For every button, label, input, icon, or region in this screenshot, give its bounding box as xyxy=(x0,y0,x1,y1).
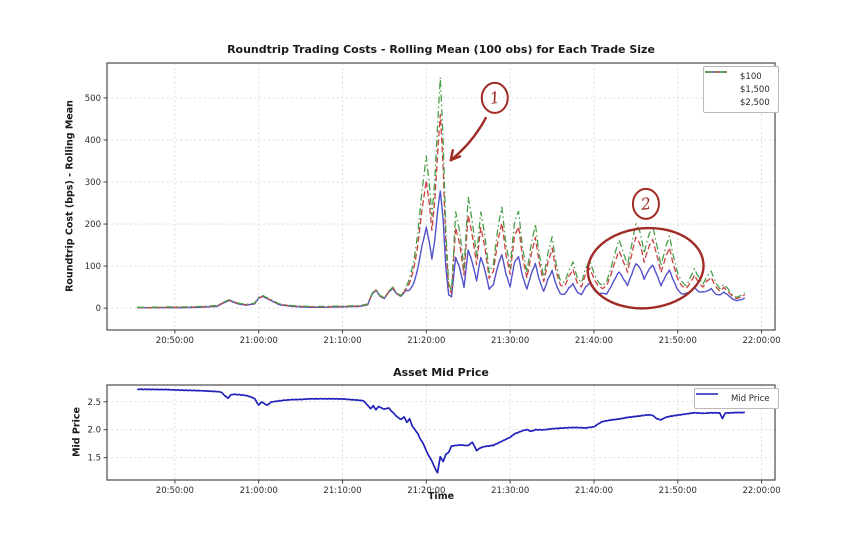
top-chart-legend: $100 $1,500 $2,500 xyxy=(703,66,779,113)
chart-1-tick-labels: 20:50:00 21:00:00 21:10:00 21:20:00 21:30:00… xyxy=(87,398,780,496)
chart-0-series-2-line xyxy=(137,76,746,308)
svg-text:20:50:00: 20:50:00 xyxy=(156,486,194,496)
chart-1-grid xyxy=(107,385,775,480)
legend-line-sample-1500 xyxy=(705,71,734,95)
annotation-1: 1 xyxy=(449,81,509,162)
svg-text:21:10:00: 21:10:00 xyxy=(323,336,361,346)
legend-item-mid-price: Mid Price xyxy=(696,392,770,405)
chart-0-series-1-line xyxy=(137,113,746,309)
svg-text:21:10:00: 21:10:00 xyxy=(323,486,361,496)
chart-1-frame xyxy=(106,384,776,481)
top-chart-ylabel: Roundtrip Cost (bps) - Rolling Mean xyxy=(64,100,76,292)
svg-text:0: 0 xyxy=(96,304,101,314)
svg-text:21:30:00: 21:30:00 xyxy=(491,336,529,346)
bottom-chart-title: Asset Mid Price xyxy=(393,366,489,379)
annotation-1-digit: 1 xyxy=(488,88,501,108)
legend-label-100: $100 xyxy=(740,71,762,82)
svg-text:500: 500 xyxy=(85,94,101,104)
annotation-2: 2 xyxy=(586,187,705,310)
svg-text:2.0: 2.0 xyxy=(87,426,101,436)
annotation-1-arrow-head-1 xyxy=(449,155,462,162)
svg-text:400: 400 xyxy=(85,136,101,146)
legend-item-2500: $2,500 xyxy=(705,71,770,109)
legend-line-sample-2500 xyxy=(705,71,734,108)
svg-text:100: 100 xyxy=(85,262,101,272)
svg-text:21:50:00: 21:50:00 xyxy=(659,336,697,346)
svg-text:20:50:00: 20:50:00 xyxy=(156,336,194,346)
svg-text:21:30:00: 21:30:00 xyxy=(491,486,529,496)
chart-0-series-0-line xyxy=(137,190,746,309)
svg-text:200: 200 xyxy=(85,220,101,230)
svg-text:21:20:00: 21:20:00 xyxy=(407,486,445,496)
bottom-chart-legend: Mid Price xyxy=(694,388,779,409)
svg-text:1.5: 1.5 xyxy=(87,454,101,464)
top-chart-title: Roundtrip Trading Costs - Rolling Mean (… xyxy=(227,43,655,56)
svg-text:300: 300 xyxy=(85,178,101,188)
svg-text:21:50:00: 21:50:00 xyxy=(659,486,697,496)
chart-1-ticks xyxy=(103,401,763,484)
chart-0-frame xyxy=(106,62,776,331)
x-axis-label: Time xyxy=(427,491,455,502)
svg-text:22:00:00: 22:00:00 xyxy=(742,486,780,496)
bottom-chart-ylabel: Mid Price xyxy=(71,407,83,457)
chart-0-tick-labels: 20:50:00 21:00:00 21:10:00 21:20:00 21:30:00… xyxy=(85,94,781,346)
legend-label-2500: $2,500 xyxy=(740,97,770,108)
annotation-2-circle xyxy=(631,187,660,220)
annotation-2-digit: 2 xyxy=(639,194,653,214)
svg-text:21:00:00: 21:00:00 xyxy=(240,336,278,346)
chart-1-series-0-line xyxy=(137,388,745,474)
annotation-1-arrow-shaft xyxy=(449,116,487,162)
svg-text:21:20:00: 21:20:00 xyxy=(407,336,445,346)
svg-text:21:00:00: 21:00:00 xyxy=(240,486,278,496)
legend-item-1500: $1,500 xyxy=(705,71,770,96)
annotation-1-arrow-head-0 xyxy=(449,149,454,162)
legend-label-mid-price: Mid Price xyxy=(731,393,770,404)
svg-text:21:40:00: 21:40:00 xyxy=(575,336,613,346)
legend-label-1500: $1,500 xyxy=(740,84,770,95)
svg-text:2.5: 2.5 xyxy=(87,398,101,408)
annotation-1-circle xyxy=(480,81,509,114)
svg-text:22:00:00: 22:00:00 xyxy=(742,336,780,346)
legend-line-sample-mid-price xyxy=(696,393,725,404)
chart-0-grid xyxy=(107,63,775,330)
svg-text:21:40:00: 21:40:00 xyxy=(575,486,613,496)
annotation-2-ellipse xyxy=(586,226,705,310)
